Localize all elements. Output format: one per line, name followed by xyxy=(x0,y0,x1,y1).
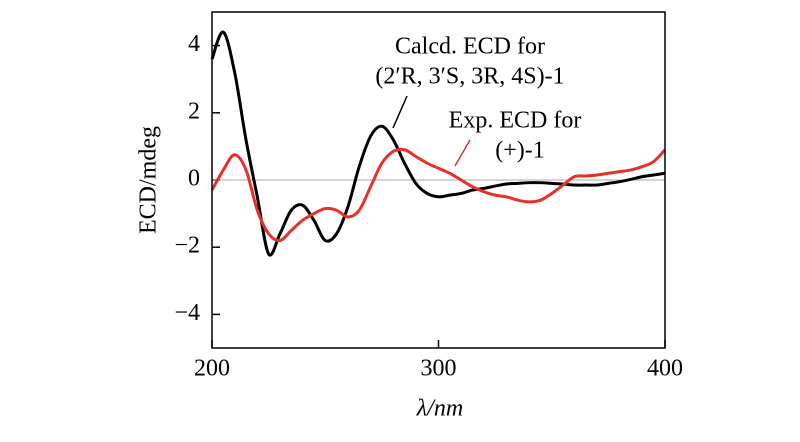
annotation-pointer xyxy=(392,95,408,129)
annotation-pointer xyxy=(454,139,471,167)
x-axis-label: λ/nm xyxy=(416,396,463,422)
x-tick-label: 200 xyxy=(194,356,230,382)
y-tick-label: 2 xyxy=(188,98,200,124)
x-tick-label: 300 xyxy=(421,356,457,382)
y-tick-label: 0 xyxy=(188,166,200,192)
plot-frame xyxy=(211,11,666,349)
series-line xyxy=(210,30,666,257)
y-tick-label: −4 xyxy=(174,300,200,326)
annotation: Calcd. ECD for xyxy=(395,34,545,60)
series-line xyxy=(210,147,667,243)
annotation: (+)-1 xyxy=(495,138,545,164)
y-tick-label: −2 xyxy=(174,233,200,259)
annotation: Exp. ECD for xyxy=(449,108,582,134)
x-tick-label: 400 xyxy=(647,356,683,382)
annotation: (2′R, 3′S, 3R, 4S)-1 xyxy=(375,64,564,90)
y-axis-label: ECD/mdeg xyxy=(136,126,162,234)
y-tick-label: 4 xyxy=(188,31,200,57)
